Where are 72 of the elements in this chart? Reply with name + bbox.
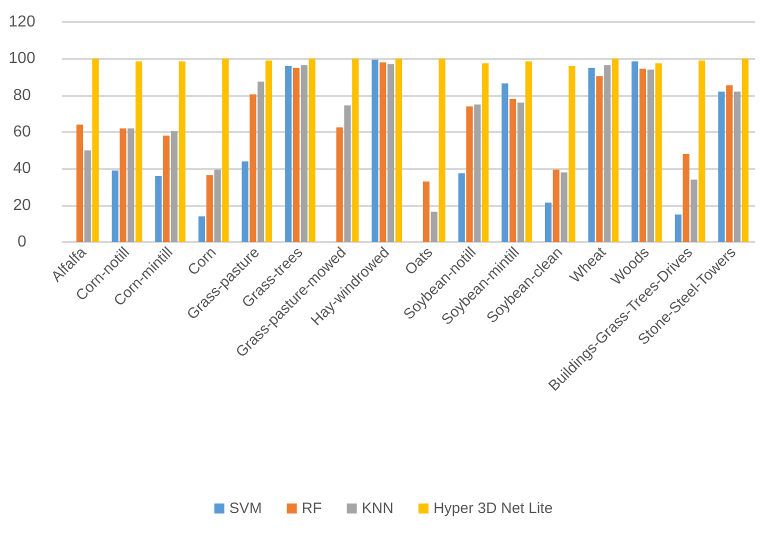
legend-label: RF — [302, 500, 322, 517]
bar — [544, 202, 552, 242]
y-tick-label: 0 — [18, 234, 27, 250]
bar — [178, 61, 186, 242]
bar — [422, 182, 430, 242]
bar — [502, 83, 508, 242]
bar — [198, 216, 206, 242]
bar — [352, 58, 359, 242]
bar — [525, 61, 532, 242]
bar — [482, 63, 489, 242]
bar — [604, 65, 611, 242]
legend-label: KNN — [362, 500, 394, 517]
bar — [300, 65, 308, 242]
bar — [308, 58, 316, 242]
bar — [568, 66, 576, 242]
bar — [466, 106, 473, 242]
bar — [92, 58, 99, 242]
bar — [690, 180, 698, 242]
bar — [726, 85, 733, 242]
bar — [517, 102, 524, 242]
bar — [265, 60, 272, 242]
y-tick-label: 40 — [13, 160, 31, 178]
y-tick-label: 100 — [8, 50, 36, 68]
bar — [242, 161, 248, 242]
bar — [458, 173, 465, 242]
bar — [682, 154, 690, 242]
y-tick-label: 120 — [8, 14, 36, 30]
bar — [655, 63, 662, 242]
bar — [128, 128, 134, 242]
bar — [112, 170, 118, 242]
bar — [510, 99, 516, 242]
y-tick-label: 80 — [13, 86, 31, 104]
y-tick-label: 60 — [13, 124, 31, 140]
bar — [344, 105, 351, 242]
bar — [372, 60, 378, 242]
bar — [76, 124, 83, 242]
bar — [438, 58, 446, 242]
bar — [395, 58, 402, 242]
bar — [734, 92, 741, 242]
bar — [430, 212, 438, 242]
bar — [639, 68, 646, 242]
legend-label: SVM — [229, 500, 262, 517]
bar — [718, 92, 725, 242]
bar — [206, 175, 213, 242]
legend-label: Hyper 3D Net Lite — [433, 500, 553, 517]
bar — [698, 60, 706, 242]
bar — [258, 82, 264, 242]
bar — [214, 170, 221, 242]
bar — [170, 131, 178, 242]
bar — [120, 128, 126, 242]
bar — [674, 214, 682, 242]
bar — [155, 176, 162, 242]
bar — [647, 70, 654, 242]
bar — [632, 61, 638, 242]
bar — [596, 76, 603, 242]
bar — [250, 94, 256, 242]
bar — [84, 150, 91, 242]
bar — [474, 104, 481, 242]
bar — [552, 170, 560, 242]
bar — [388, 64, 394, 242]
bar — [285, 66, 292, 242]
bar — [588, 68, 595, 242]
bar — [222, 58, 229, 242]
bar — [292, 68, 300, 242]
y-tick-label: 20 — [13, 196, 31, 214]
bar — [612, 58, 619, 242]
bar — [136, 61, 142, 242]
bar — [742, 58, 749, 242]
bar — [560, 172, 568, 242]
bar — [380, 62, 386, 242]
bar — [163, 136, 170, 242]
bar — [336, 127, 343, 242]
